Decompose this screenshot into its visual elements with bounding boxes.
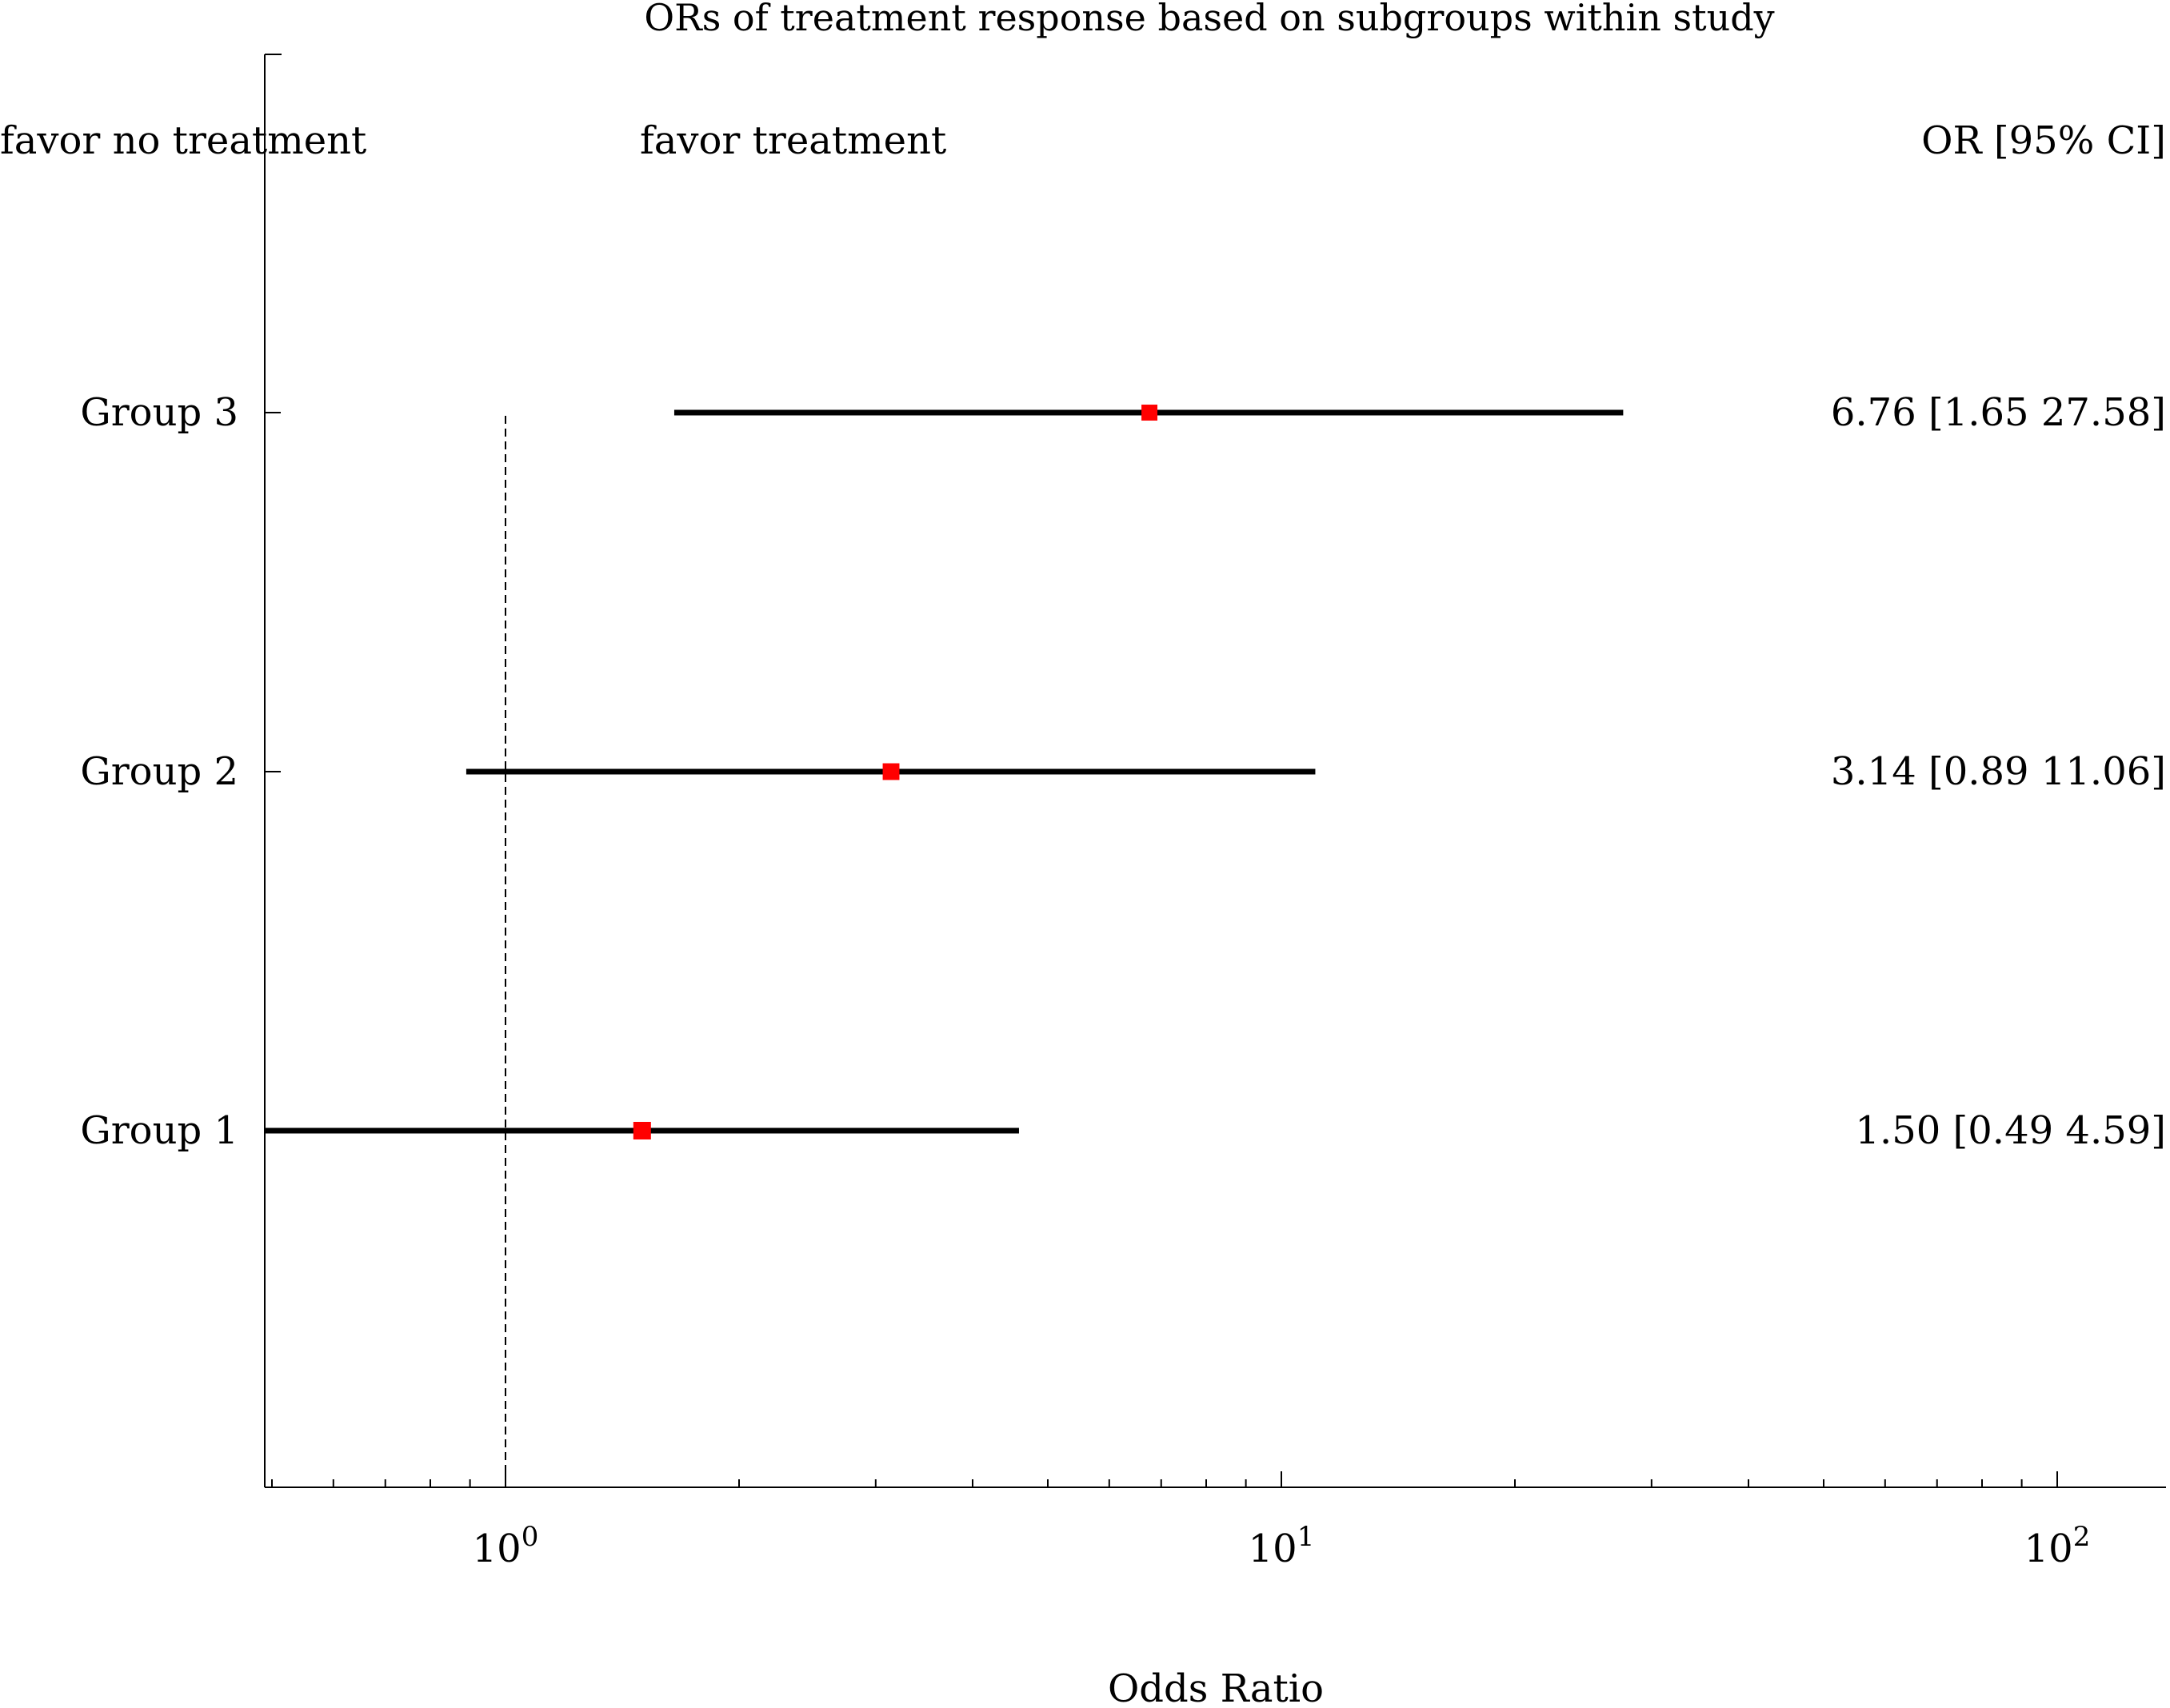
x-axis-label: Odds Ratio	[1108, 1666, 1324, 1708]
x-major-ticks: 100 101 102	[473, 1471, 2091, 1571]
rows-layer: Group 3 6.76 [1.65 27.58] Group 2 3.14 [0.8…	[80, 390, 2166, 1153]
row-label: Group 2	[80, 749, 238, 794]
chart-title: ORs of treatment response based on subgr…	[644, 0, 1774, 39]
x-tick-label: 101	[1249, 1521, 1315, 1571]
or-marker	[633, 1122, 651, 1139]
or-ci-text: 6.76 [1.65 27.58]	[1831, 390, 2166, 435]
or-ci-text: 3.14 [0.89 11.06]	[1831, 749, 2166, 794]
row-label: Group 3	[80, 390, 238, 435]
header-favor-no-treatment: favor no treatment	[0, 118, 366, 163]
or-ci-text: 1.50 [0.49 4.59]	[1855, 1108, 2166, 1153]
or-marker	[1141, 405, 1158, 421]
x-tick-label: 102	[2024, 1521, 2091, 1571]
row-label: Group 1	[80, 1108, 238, 1153]
x-tick-label: 100	[473, 1521, 539, 1571]
or-marker	[882, 763, 900, 780]
x-minor-ticks	[271, 1479, 2023, 1487]
header-or-ci: OR [95% CI]	[1921, 118, 2166, 163]
header-favor-treatment: favor treatment	[640, 118, 946, 163]
